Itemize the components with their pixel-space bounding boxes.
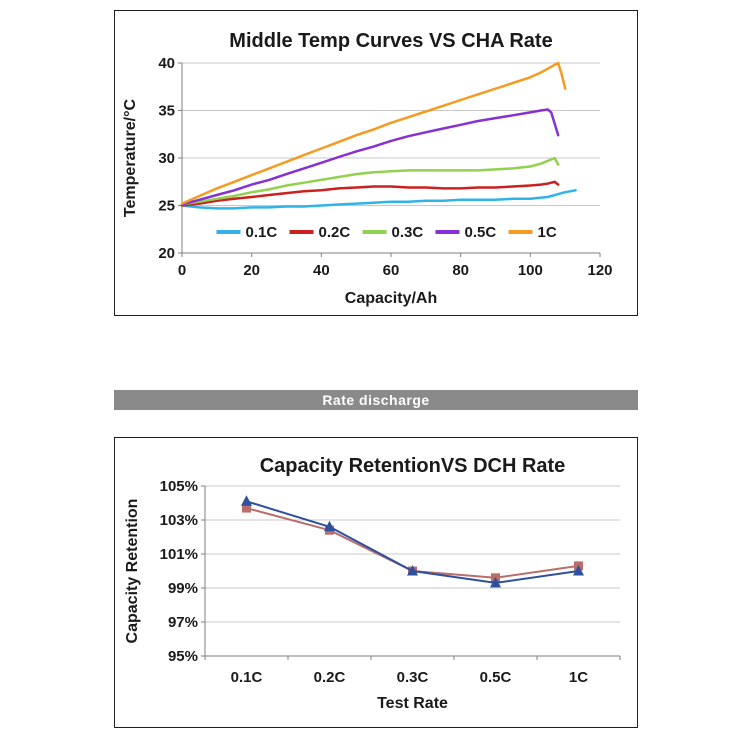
svg-text:30: 30	[158, 150, 175, 167]
svg-text:Capacity Retention: Capacity Retention	[124, 499, 141, 644]
svg-text:Test Rate: Test Rate	[377, 695, 448, 712]
svg-text:0.5C: 0.5C	[480, 669, 512, 686]
svg-text:99%: 99%	[168, 580, 198, 597]
svg-text:Capacity/Ah: Capacity/Ah	[345, 290, 437, 307]
svg-text:0.3C: 0.3C	[397, 669, 429, 686]
svg-text:100: 100	[518, 262, 543, 279]
svg-text:0.2C: 0.2C	[314, 669, 346, 686]
content-column: 20 25 30 35 40 0 20 40 60 80 100 120 0.1C 0.2C 0.3C 0.5…	[114, 10, 638, 728]
svg-text:0: 0	[178, 262, 186, 279]
svg-text:Temperature/°C: Temperature/°C	[122, 98, 139, 217]
banner-label: Rate discharge	[322, 392, 430, 408]
svg-text:0.1C: 0.1C	[231, 669, 263, 686]
svg-text:Capacity RetentionVS DCH Rate: Capacity RetentionVS DCH Rate	[260, 455, 566, 477]
svg-text:97%: 97%	[168, 614, 198, 631]
svg-text:80: 80	[452, 262, 469, 279]
svg-text:20: 20	[158, 245, 175, 262]
svg-text:Middle Temp Curves VS CHA Rate: Middle Temp Curves VS CHA Rate	[229, 30, 552, 52]
retention-chart: 95% 97% 99% 101% 103% 105% 0.1C 0.2C 0.3C 0.5C 1C C…	[124, 455, 621, 712]
svg-text:120: 120	[587, 262, 612, 279]
svg-text:25: 25	[158, 198, 175, 215]
svg-text:0.2C: 0.2C	[319, 224, 351, 241]
temp-chart-panel: 20 25 30 35 40 0 20 40 60 80 100 120 0.1C 0.2C 0.3C 0.5…	[114, 10, 638, 316]
svg-text:35: 35	[158, 103, 175, 120]
svg-text:103%: 103%	[160, 512, 198, 529]
svg-text:1C: 1C	[569, 669, 588, 686]
svg-text:0.1C: 0.1C	[246, 224, 278, 241]
rate-discharge-banner: Rate discharge	[114, 390, 638, 410]
svg-text:105%: 105%	[160, 478, 198, 495]
retention-chart-panel: 95% 97% 99% 101% 103% 105% 0.1C 0.2C 0.3C 0.5C 1C C…	[114, 437, 638, 728]
svg-text:1C: 1C	[538, 224, 557, 241]
svg-text:95%: 95%	[168, 648, 198, 665]
svg-text:101%: 101%	[160, 546, 198, 563]
svg-text:60: 60	[383, 262, 400, 279]
svg-text:0.3C: 0.3C	[392, 224, 424, 241]
svg-text:0.5C: 0.5C	[465, 224, 497, 241]
svg-text:40: 40	[313, 262, 330, 279]
svg-text:40: 40	[158, 55, 175, 72]
svg-text:20: 20	[243, 262, 260, 279]
